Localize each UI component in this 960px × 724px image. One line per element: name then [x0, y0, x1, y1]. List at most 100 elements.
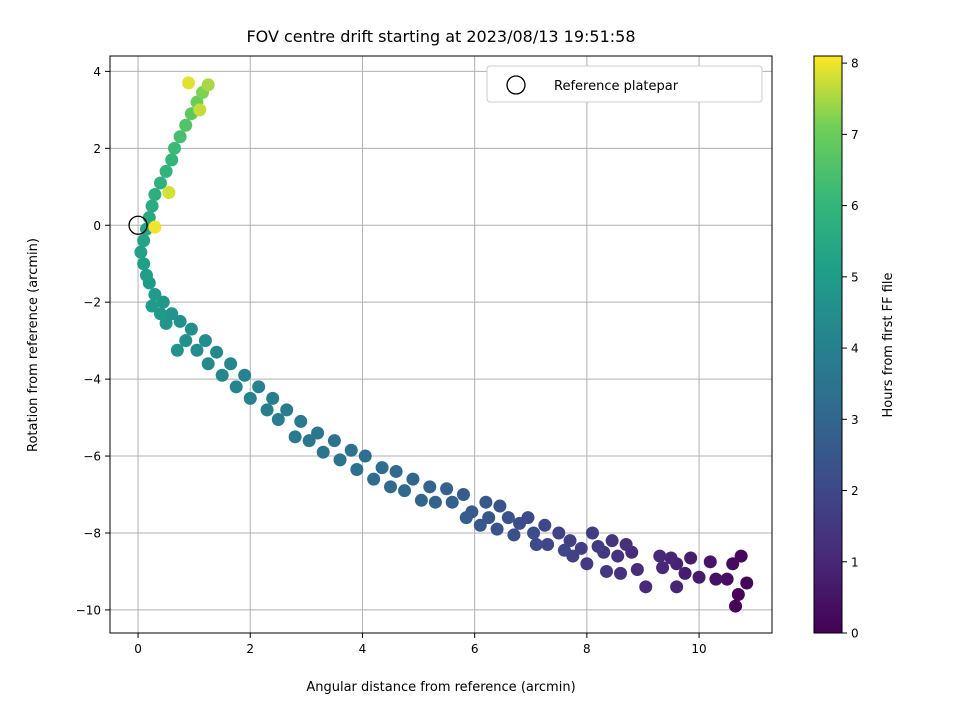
y-tick-label: −2 — [83, 296, 101, 310]
data-point — [179, 118, 193, 132]
y-tick-label: −4 — [83, 373, 101, 387]
data-point — [311, 426, 325, 440]
data-point — [145, 299, 159, 313]
data-point — [423, 480, 437, 494]
data-point — [740, 576, 754, 590]
data-point — [367, 472, 381, 486]
data-point — [148, 187, 162, 201]
data-point — [490, 522, 504, 536]
data-point — [684, 551, 698, 565]
legend-label: Reference platepar — [554, 79, 679, 94]
data-point — [703, 555, 717, 569]
data-point — [440, 482, 454, 496]
data-point — [585, 526, 599, 540]
plot-frame — [109, 55, 773, 634]
data-point — [271, 413, 285, 427]
colorbar-tick-label: 2 — [851, 484, 859, 498]
data-point — [720, 572, 734, 586]
data-point — [350, 463, 364, 477]
data-point — [389, 464, 403, 478]
y-tick-label: 2 — [93, 142, 101, 156]
colorbar-tick-label: 4 — [851, 342, 859, 356]
data-point — [375, 461, 389, 475]
data-point — [428, 495, 442, 509]
data-point — [302, 434, 316, 448]
data-point — [445, 495, 459, 509]
colorbar-tick-label: 7 — [851, 128, 859, 142]
data-point — [179, 334, 193, 348]
data-point — [479, 495, 493, 509]
data-point — [229, 380, 243, 394]
data-point — [153, 307, 167, 321]
colorbar-label: Hours from first FF file — [881, 272, 896, 417]
data-point — [162, 186, 176, 200]
y-axis-label: Rotation from reference (arcmin) — [26, 238, 41, 452]
data-point — [145, 199, 159, 213]
data-point — [238, 368, 252, 382]
data-point — [493, 499, 507, 513]
data-point — [653, 549, 667, 563]
data-point — [294, 414, 308, 428]
data-point — [552, 526, 566, 540]
y-tick-label: −8 — [83, 526, 101, 540]
data-point — [210, 345, 224, 359]
x-tick-label: 10 — [691, 642, 706, 656]
data-point — [173, 130, 187, 144]
colorbar-tick-label: 5 — [851, 270, 859, 284]
colorbar-tick-label: 6 — [851, 199, 859, 213]
y-tick-label: −6 — [83, 450, 101, 464]
data-point — [173, 314, 187, 328]
x-tick-label: 8 — [583, 642, 591, 656]
data-point — [482, 511, 496, 525]
data-point — [384, 480, 398, 494]
colorbar-tick-label: 1 — [851, 555, 859, 569]
data-point — [527, 526, 541, 540]
data-point — [656, 561, 670, 575]
data-point — [456, 488, 470, 502]
data-point — [137, 234, 151, 248]
data-point — [414, 493, 428, 507]
data-point — [159, 164, 173, 178]
data-point — [557, 543, 571, 557]
data-point — [168, 141, 182, 155]
x-axis-label: Angular distance from reference (arcmin) — [306, 680, 575, 695]
data-point — [670, 580, 684, 594]
data-point — [709, 572, 723, 586]
y-tick-label: 0 — [93, 219, 101, 233]
x-axis-ticks: 0 2 4 6 8 10 — [134, 633, 707, 656]
data-point — [165, 153, 179, 167]
data-point — [266, 391, 280, 405]
data-point — [664, 551, 678, 565]
data-point — [288, 430, 302, 444]
data-point — [153, 176, 167, 190]
colorbar-ticks: 0 1 2 3 4 5 6 7 8 — [842, 57, 859, 641]
data-point — [731, 588, 745, 602]
data-point — [316, 445, 330, 459]
data-point — [134, 245, 148, 259]
data-point — [574, 541, 588, 555]
data-point — [243, 391, 257, 405]
data-point — [563, 534, 577, 548]
data-point — [358, 449, 372, 463]
data-point — [630, 563, 644, 577]
data-point — [398, 484, 412, 498]
chart-title: FOV centre drift starting at 2023/08/13 … — [246, 27, 635, 46]
data-point — [619, 538, 633, 552]
data-point — [614, 566, 628, 580]
data-point — [198, 334, 212, 348]
data-point — [729, 599, 743, 613]
data-point — [139, 268, 153, 282]
data-point — [327, 434, 341, 448]
data-point — [182, 76, 196, 90]
x-tick-label: 6 — [471, 642, 479, 656]
data-point — [260, 403, 274, 417]
scatter-points — [134, 76, 754, 613]
data-point — [148, 220, 162, 234]
data-point — [156, 295, 170, 309]
data-point — [137, 257, 151, 271]
legend-marker — [506, 75, 526, 95]
data-point — [159, 316, 173, 330]
legend: Reference platepar — [486, 65, 763, 103]
